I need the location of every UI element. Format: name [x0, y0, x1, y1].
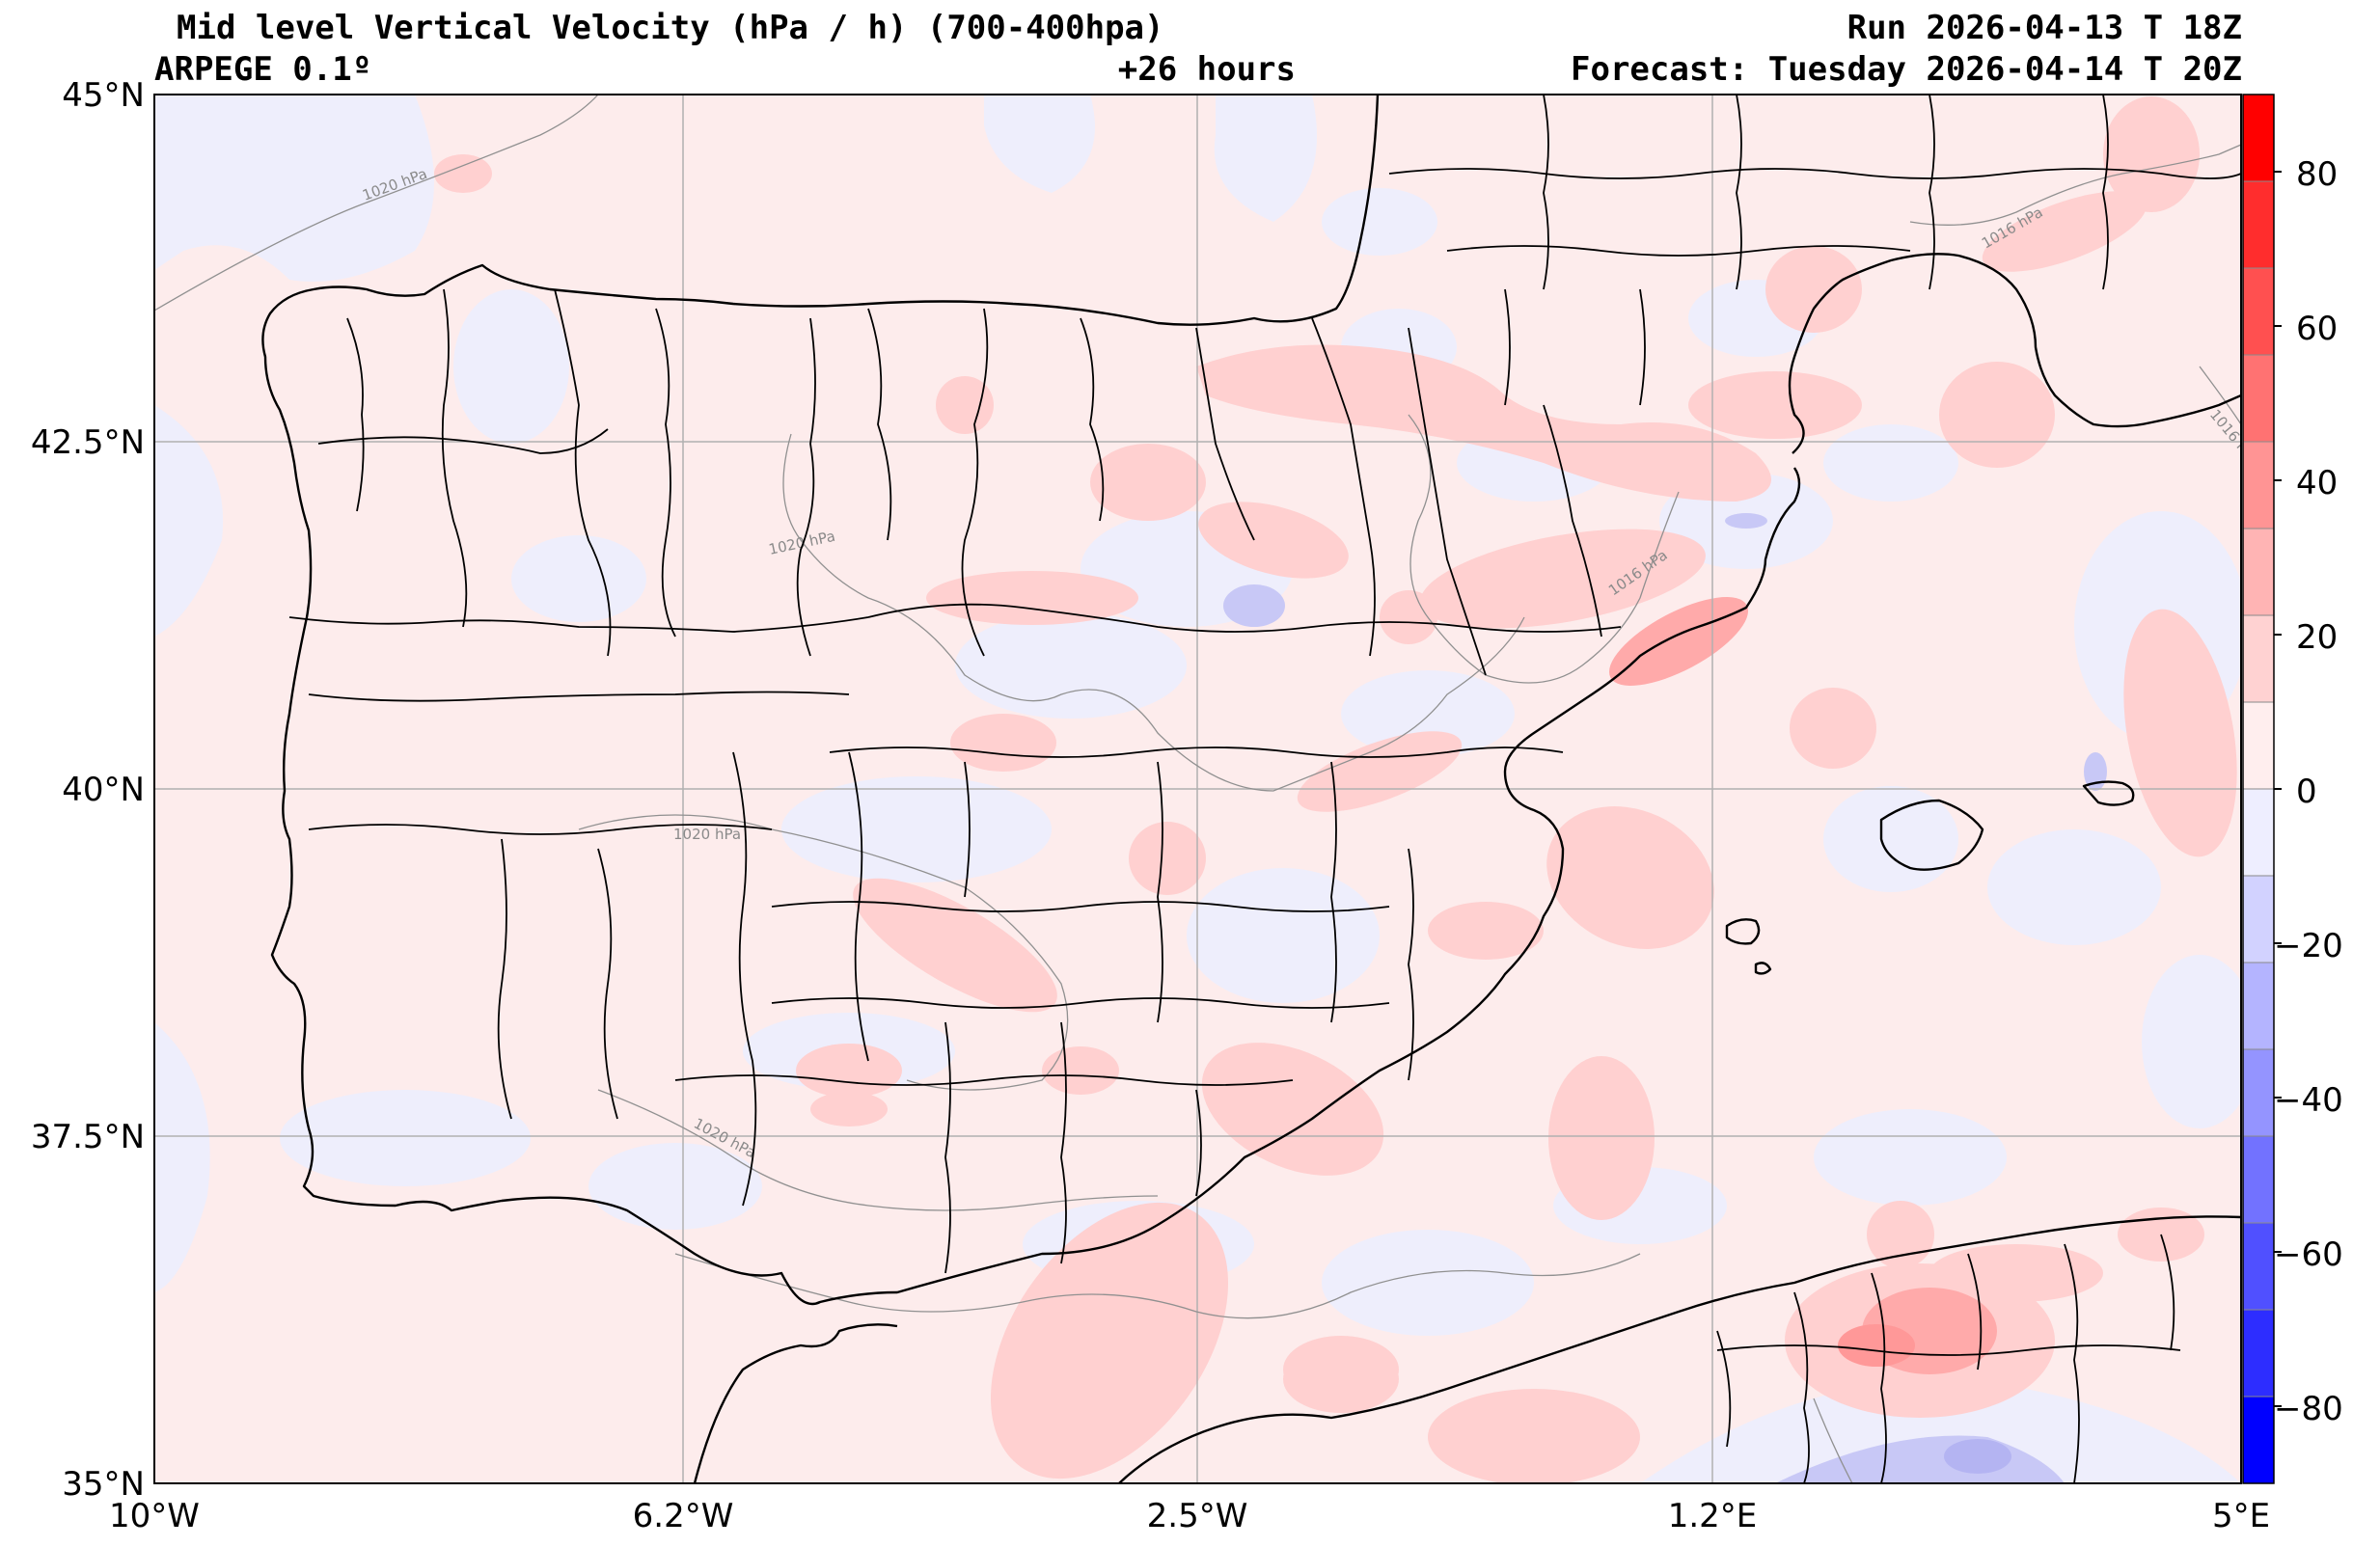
- lat-tick-label: 45°N: [62, 76, 145, 115]
- valid-time-label: Forecast: Tuesday 2026-04-14 T 20Z: [1571, 50, 2242, 89]
- lat-tick-labels: 45°N 42.5°N 40°N 37.5°N 35°N: [31, 76, 145, 1504]
- colorbar-tick-label: 60: [2296, 310, 2338, 348]
- colorbar-segment: [2243, 789, 2274, 877]
- lon-tick-labels: 10°W 6.2°W 2.5°W 1.2°E 5°E: [109, 1497, 2270, 1535]
- colorbar-tick-label: 0: [2296, 773, 2317, 811]
- colorbar-tick-label: 80: [2296, 155, 2338, 194]
- colorbar-tick-label: 20: [2296, 618, 2338, 657]
- colorbar-segment: [2243, 615, 2274, 703]
- colorbar-segment: [2243, 1136, 2274, 1224]
- colorbar-tick-label: −80: [2274, 1390, 2343, 1428]
- lat-tick-label: 35°N: [62, 1465, 145, 1504]
- colorbar-segment: [2243, 529, 2274, 616]
- lat-tick-label: 37.5°N: [31, 1118, 145, 1156]
- admin-boundaries: [288, 95, 2241, 1483]
- colorbar-tick-labels: 80 60 40 20 0 −20 −40 −60 −80: [2274, 155, 2343, 1428]
- colorbar-segment: [2243, 181, 2274, 269]
- lon-tick-label: 6.2°W: [633, 1497, 734, 1535]
- colorbar-tick-label: −60: [2274, 1235, 2343, 1274]
- colorbar-segment: [2243, 963, 2274, 1050]
- lon-tick-label: 5°E: [2212, 1497, 2270, 1535]
- lead-time-label: +26 hours: [1117, 50, 1296, 89]
- colorbar-segment: [2243, 355, 2274, 443]
- colorbar-segment: [2243, 95, 2274, 182]
- colorbar-segment: [2243, 876, 2274, 963]
- colorbar-segment: [2243, 1049, 2274, 1137]
- lon-tick-label: 10°W: [109, 1497, 200, 1535]
- lon-tick-label: 2.5°W: [1147, 1497, 1248, 1535]
- chart-title: Mid level Vertical Velocity (hPa / h) (7…: [177, 9, 1164, 47]
- colorbar-segment: [2243, 1310, 2274, 1398]
- model-label: ARPEGE 0.1º: [154, 50, 372, 89]
- coastlines: [261, 95, 2241, 1483]
- colorbar-segment: [2243, 1397, 2274, 1484]
- ascent-areas: [434, 96, 2237, 1483]
- colorbar-segment: [2243, 1223, 2274, 1311]
- lon-tick-label: 1.2°E: [1668, 1497, 1758, 1535]
- colorbar-segment: [2243, 702, 2274, 790]
- lat-tick-label: 42.5°N: [31, 423, 145, 462]
- isobars: [154, 95, 2241, 1483]
- colorbar-tick-label: 40: [2296, 464, 2338, 502]
- colorbar: [2242, 94, 2282, 1484]
- isobar-label: 1020 hPa: [673, 826, 741, 843]
- colorbar-tick-label: −20: [2274, 927, 2343, 965]
- descent-cores: [1223, 513, 2107, 1483]
- colorbar-tick-label: −40: [2274, 1081, 2343, 1120]
- colorbar-segment: [2243, 442, 2274, 529]
- colorbar-segment: [2243, 268, 2274, 356]
- graticule: [154, 95, 2241, 1483]
- lat-tick-label: 40°N: [62, 771, 145, 809]
- map-frame: [153, 94, 2242, 1484]
- run-time-label: Run 2026-04-13 T 18Z: [1847, 9, 2242, 47]
